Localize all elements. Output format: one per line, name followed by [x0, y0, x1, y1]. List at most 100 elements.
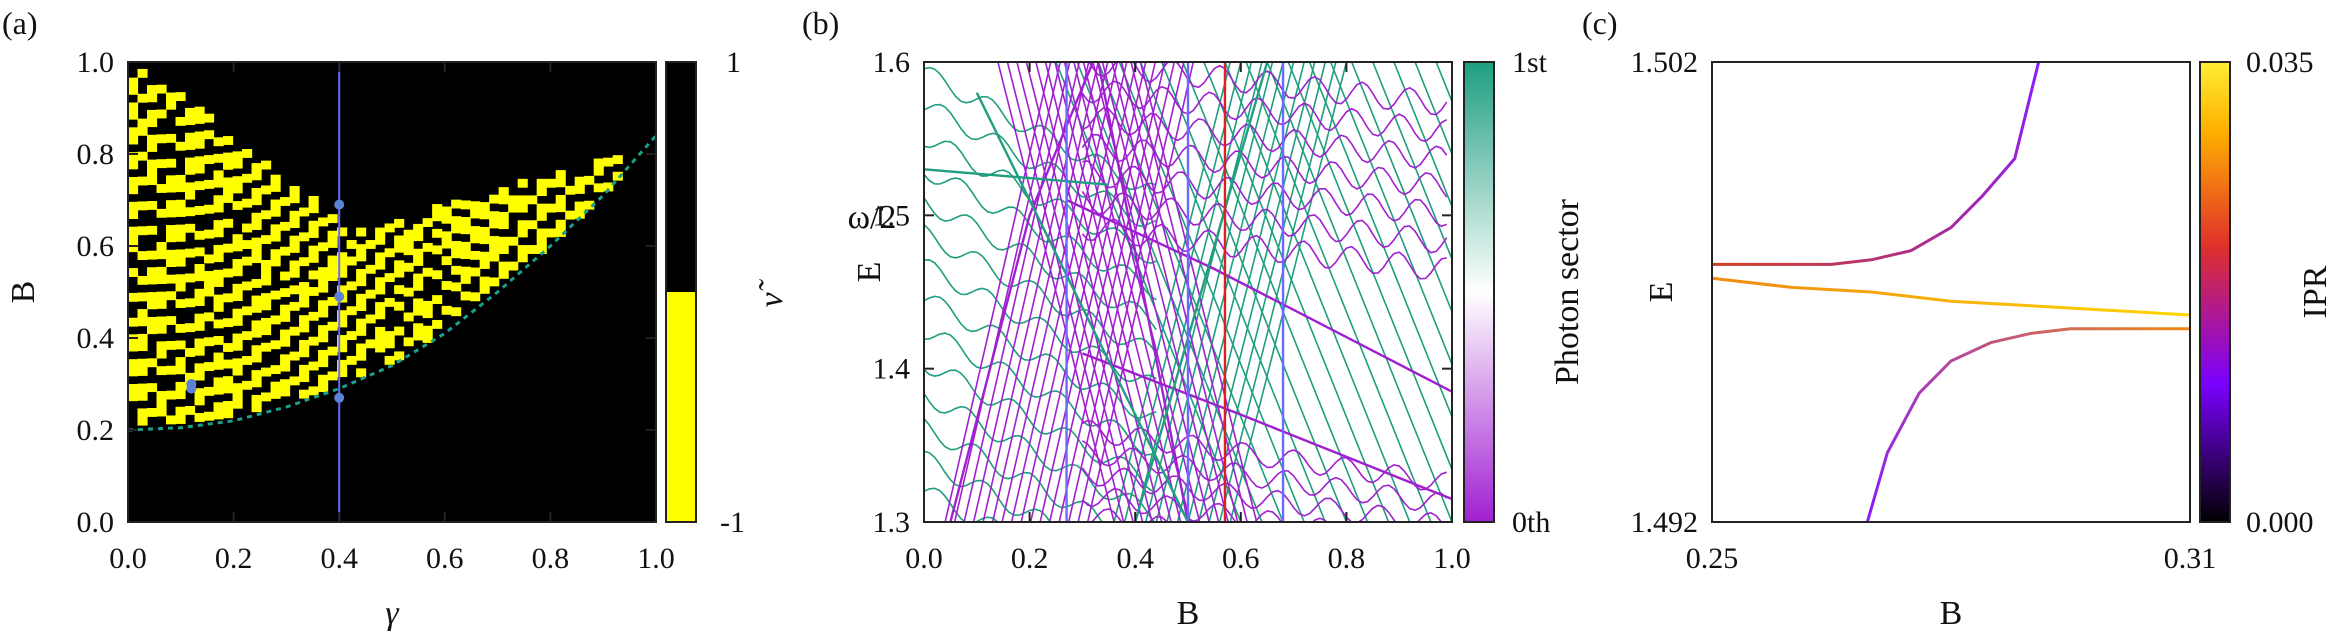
- panel-c-y-ticks: 1.492 1.502: [1631, 46, 2190, 539]
- heatmap-cell: [128, 292, 139, 302]
- heatmap-cell: [327, 255, 338, 265]
- heatmap-cell: [403, 229, 414, 239]
- heatmap-cell: [232, 358, 243, 368]
- heatmap-cell: [128, 110, 139, 120]
- heatmap-cell: [432, 319, 443, 329]
- heatmap-cell: [242, 256, 253, 266]
- heatmap-cell: [147, 201, 158, 210]
- heatmap-cell: [574, 176, 585, 186]
- heatmap-cell: [156, 291, 167, 301]
- heatmap-cell: [460, 225, 471, 235]
- x-tick-label: 0.8: [1328, 542, 1366, 575]
- heatmap-cell: [251, 221, 262, 230]
- y-tick-label: 0.4: [77, 322, 115, 355]
- heatmap-cell: [128, 367, 139, 377]
- level-line-1st: [1181, 62, 1369, 522]
- heatmap-cell: [128, 102, 139, 112]
- heatmap-cell: [498, 261, 509, 271]
- heatmap-cell: [128, 185, 139, 195]
- series-line-1st: [975, 92, 1190, 522]
- heatmap-cell: [232, 292, 243, 302]
- heatmap-cell: [232, 176, 243, 186]
- heatmap-cell: [365, 289, 376, 299]
- heatmap-cell: [251, 171, 262, 181]
- heatmap-cell: [175, 274, 186, 284]
- heatmap-cell: [251, 163, 262, 172]
- level-line-1st: [1245, 62, 1432, 522]
- panel-c-plot: [1712, 62, 2190, 522]
- heatmap-cell: [147, 134, 158, 144]
- heatmap-cell: [574, 209, 585, 219]
- heatmap-cell: [223, 268, 234, 278]
- heatmap-cell: [555, 170, 566, 179]
- heatmap-cell: [137, 342, 148, 352]
- heatmap-cell: [194, 396, 205, 406]
- heatmap-cell: [204, 287, 215, 297]
- heatmap-cell: [223, 401, 234, 410]
- heatmap-cell: [166, 200, 177, 210]
- heatmap-cell: [251, 378, 262, 388]
- heatmap-cell: [194, 388, 205, 398]
- heatmap-cell: [251, 303, 262, 313]
- heatmap-cell: [185, 323, 196, 333]
- heatmap-cell: [384, 355, 395, 365]
- heatmap-cell: [536, 236, 547, 246]
- heatmap-cell: [147, 300, 158, 310]
- heatmap-cell: [394, 351, 405, 361]
- heatmap-cell: [223, 376, 234, 386]
- heatmap-cell: [413, 223, 424, 233]
- heatmap-cell: [175, 174, 186, 184]
- heatmap-cell: [356, 351, 367, 361]
- x-tick-label: 0.0: [905, 542, 943, 575]
- heatmap-cell: [156, 184, 167, 193]
- x-tick-label: 0.25: [1686, 542, 1739, 575]
- heatmap-cell: [289, 351, 300, 361]
- heatmap-cell: [213, 153, 224, 163]
- heatmap-cell: [194, 164, 205, 174]
- heatmap-cell: [156, 366, 167, 376]
- heatmap-cell: [242, 223, 253, 233]
- heatmap-cell: [470, 226, 481, 236]
- heatmap-cell: [232, 267, 243, 277]
- heatmap-cell: [299, 348, 310, 358]
- heatmap-cell: [166, 175, 177, 185]
- heatmap-cell: [261, 160, 272, 170]
- heatmap-cell: [194, 230, 205, 240]
- heatmap-cell: [403, 337, 414, 347]
- heatmap-cell: [308, 336, 319, 346]
- level-line-0th: [997, 62, 1115, 522]
- heatmap-cell: [375, 335, 386, 345]
- heatmap-cell: [232, 308, 243, 318]
- heatmap-cell: [584, 175, 595, 185]
- heatmap-cell: [327, 239, 338, 248]
- y-tick-label: 1.3: [873, 506, 911, 539]
- heatmap-cell: [175, 365, 186, 375]
- heatmap-cell: [270, 174, 281, 184]
- heatmap-cell: [242, 306, 253, 316]
- heatmap-cell: [204, 155, 215, 164]
- heatmap-cell: [555, 219, 566, 229]
- heatmap-cell: [194, 156, 205, 166]
- heatmap-cell: [308, 361, 319, 371]
- heatmap-cell: [280, 271, 291, 281]
- heatmap-cell: [185, 165, 196, 175]
- heatmap-cell: [213, 269, 224, 279]
- heatmap-cell: [137, 151, 148, 161]
- heatmap-cell: [489, 277, 500, 287]
- heatmap-cell: [384, 223, 395, 233]
- heatmap-cell: [261, 259, 272, 269]
- heatmap-cell: [156, 324, 167, 334]
- heatmap-cell: [213, 178, 224, 188]
- heatmap-cell: [441, 305, 452, 315]
- heatmap-cell: [356, 302, 367, 311]
- level-line-0th: [1029, 62, 1138, 522]
- heatmap-cell: [289, 210, 300, 220]
- heatmap-cell: [251, 254, 262, 264]
- heatmap-cell: [337, 335, 348, 344]
- level-line-0th: [1025, 62, 1144, 522]
- series-line-1st: [1134, 62, 1269, 522]
- heatmap-cell: [346, 331, 357, 340]
- heatmap-cell: [327, 214, 338, 224]
- level-line-0th: [982, 62, 1090, 522]
- heatmap-cell: [470, 201, 481, 211]
